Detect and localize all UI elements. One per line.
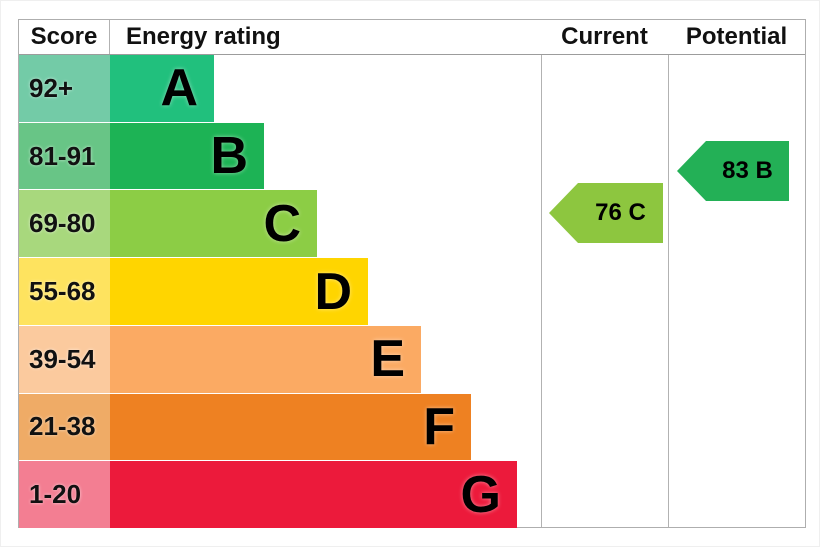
potential-rating-label: 83 B [706, 141, 789, 201]
rating-band-row: 55-68 D [19, 257, 541, 325]
left-arrow-tip-icon [677, 141, 706, 201]
rating-bar: D [110, 258, 368, 325]
rating-table: Score Energy rating Current Potential 92… [18, 19, 806, 529]
rating-band-row: 39-54 E [19, 324, 541, 393]
score-range-label: 55-68 [19, 258, 110, 325]
grade-letter: A [160, 59, 198, 118]
rating-band-row: 81-91 B [19, 121, 541, 190]
table-header: Score Energy rating Current Potential [19, 20, 805, 55]
rating-bar: B [110, 122, 264, 190]
score-range-label: 39-54 [19, 325, 110, 393]
score-range-label: 21-38 [19, 393, 110, 461]
rating-band-row: 69-80 C [19, 189, 541, 258]
left-arrow-tip-icon [549, 183, 578, 243]
grade-letter: C [263, 194, 301, 253]
rating-bar: F [110, 393, 471, 461]
grade-letter: E [370, 330, 405, 389]
score-range-label: 69-80 [19, 190, 110, 258]
grade-letter: F [423, 397, 455, 456]
current-rating-arrow: 76 C [549, 183, 663, 243]
rating-band-row: 1-20 G [19, 460, 541, 529]
rating-bar: E [110, 325, 421, 393]
rating-bar: G [110, 461, 517, 529]
rating-bar: C [110, 190, 317, 258]
potential-rating-arrow: 83 B [677, 141, 789, 201]
header-potential: Potential [685, 23, 788, 50]
header-score: Score [19, 20, 110, 54]
rating-rows: 92+ A 81-91 B 69-80 C 55-68 D 39-54 E 21… [19, 55, 541, 529]
grade-letter: G [460, 465, 501, 524]
column-divider-current [541, 20, 542, 527]
score-range-label: 81-91 [19, 122, 110, 190]
header-current: Current [561, 23, 648, 50]
header-energy-rating: Energy rating [126, 23, 281, 50]
score-range-label: 1-20 [19, 461, 110, 529]
rating-bar: A [110, 55, 214, 122]
rating-band-row: 21-38 F [19, 392, 541, 461]
column-divider-potential [668, 20, 669, 527]
grade-letter: D [314, 262, 352, 321]
rating-band-row: 92+ A [19, 55, 541, 122]
grade-letter: B [210, 127, 248, 186]
score-range-label: 92+ [19, 55, 110, 122]
current-rating-label: 76 C [578, 183, 663, 243]
